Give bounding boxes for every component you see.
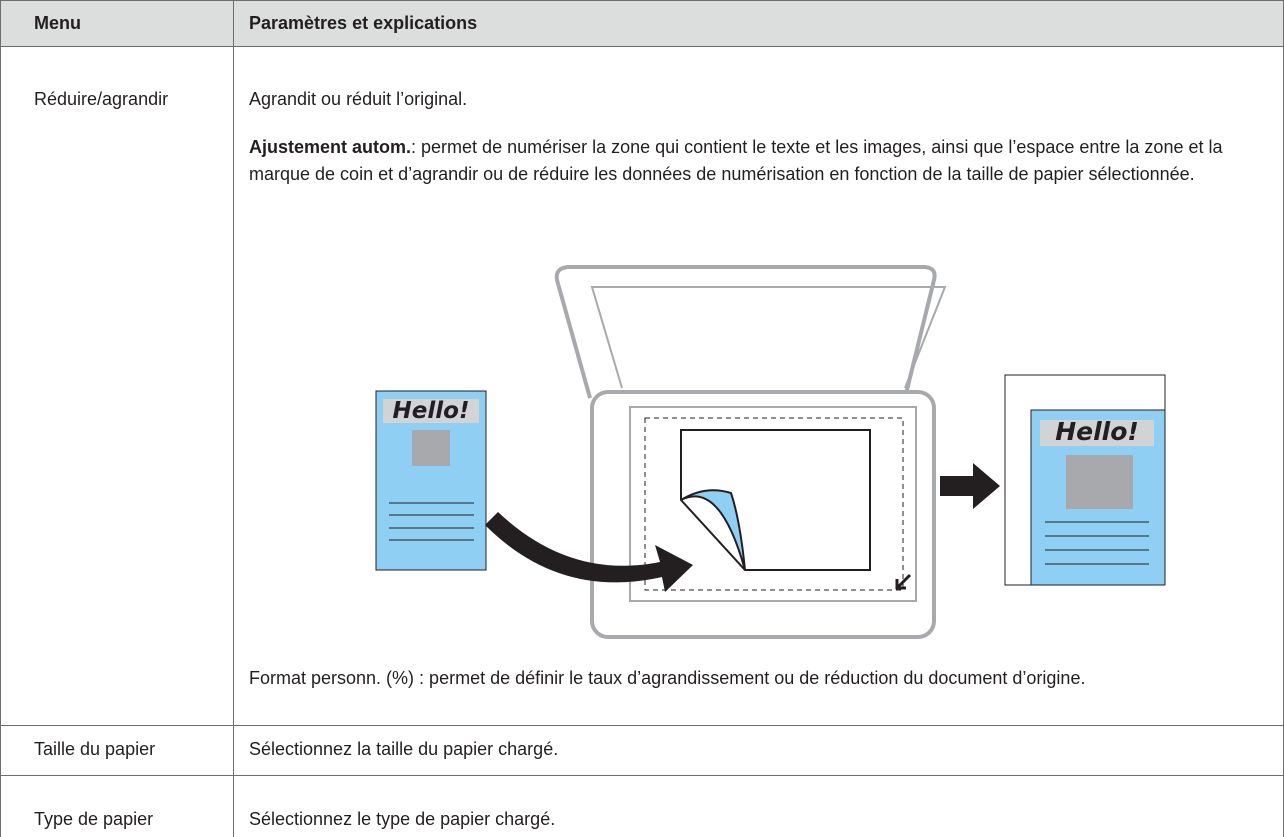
scan-area <box>644 417 904 591</box>
hello-label: Hello! <box>1055 417 1139 446</box>
paragraph: Format personn. (%) : permet de définir … <box>249 668 1086 688</box>
paragraph: Sélectionnez le type de papier chargé. <box>249 809 556 829</box>
curled-corner <box>680 489 746 571</box>
text-lines <box>389 502 474 541</box>
label-box <box>1040 420 1154 446</box>
curved-arrow <box>485 512 693 592</box>
paragraph: Ajustement autom.: permet de numériser l… <box>249 134 1269 188</box>
rule <box>0 46 1284 47</box>
header-cell: Paramètres et explications <box>249 13 478 33</box>
photo <box>1066 455 1133 509</box>
paragraph: Agrandit ou réduit l’original. <box>249 89 468 109</box>
term: Ajustement autom. <box>249 137 412 157</box>
lid-inner <box>590 286 947 389</box>
glass <box>629 406 917 602</box>
photo <box>412 430 450 466</box>
hello-label: Hello! <box>393 398 470 424</box>
header-cell: Menu <box>34 13 81 33</box>
arrow <box>940 463 1000 509</box>
header-row <box>0 0 1284 46</box>
scanner-lid <box>554 265 937 399</box>
rule <box>0 775 1284 776</box>
document <box>680 429 871 571</box>
rule <box>233 0 234 837</box>
menu-cell: Taille du papier <box>34 739 156 759</box>
rule <box>0 725 1284 726</box>
paragraph: Sélectionnez la taille du papier chargé. <box>249 739 559 759</box>
text-lines <box>1045 521 1149 565</box>
menu-cell: Type de papier <box>34 809 154 829</box>
label-box <box>383 399 479 423</box>
rule <box>0 0 1 837</box>
term-text: : permet de numériser la zone qui contie… <box>249 137 1223 184</box>
corner-arrow <box>895 573 912 590</box>
rule <box>0 0 1284 1</box>
menu-cell: Réduire/agrandir <box>34 89 169 109</box>
